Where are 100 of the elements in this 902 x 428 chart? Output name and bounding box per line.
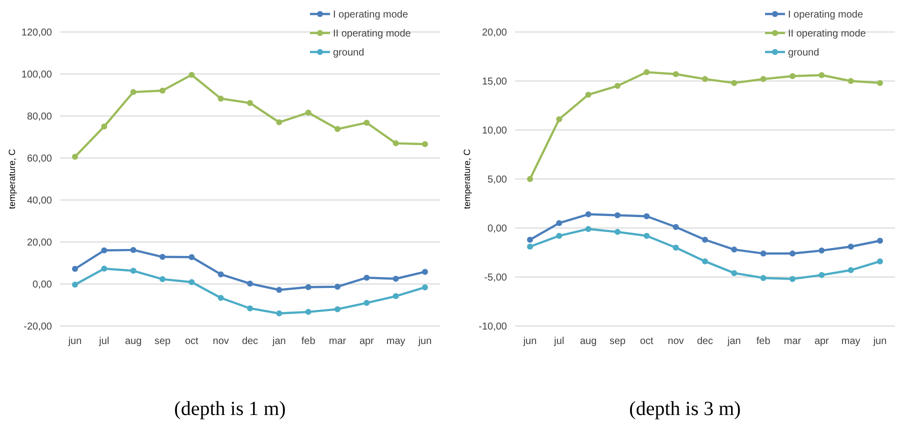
point	[188, 254, 195, 260]
y-tick-label: 15,00	[482, 76, 508, 88]
point	[334, 306, 340, 312]
point	[644, 232, 650, 239]
x-tick-label: sep	[154, 336, 171, 347]
legend-label: ground	[788, 48, 820, 58]
point	[305, 284, 312, 290]
point	[644, 213, 650, 220]
y-tick-label: 60,00	[26, 154, 52, 164]
point	[877, 80, 883, 86]
x-tick-label: may	[386, 336, 406, 347]
point	[247, 100, 253, 106]
text: (depth is 3 m)	[629, 398, 741, 420]
point	[72, 266, 78, 272]
point	[392, 276, 399, 282]
x-tick-label: jun	[522, 336, 537, 347]
x-tick-label: oct	[184, 336, 199, 347]
y-tick-label: 20,00	[26, 238, 52, 248]
point	[72, 282, 78, 288]
x-tick-label: jun	[67, 336, 82, 347]
point	[790, 250, 796, 256]
point	[188, 72, 195, 78]
legend-label: II operating mode	[333, 28, 412, 40]
point	[276, 119, 282, 126]
point	[556, 220, 562, 226]
point	[790, 73, 796, 80]
point	[556, 116, 562, 122]
point	[877, 238, 883, 244]
point	[848, 267, 854, 274]
y-tick-label: -10,00	[478, 322, 508, 332]
x-tick-label: jul	[98, 336, 110, 347]
point	[422, 268, 428, 275]
point	[585, 226, 592, 232]
point	[818, 272, 825, 278]
point	[585, 92, 592, 98]
point	[672, 224, 679, 230]
legend-label: I operating mode	[333, 10, 408, 20]
point	[364, 274, 370, 281]
point	[877, 258, 883, 264]
point	[527, 244, 533, 250]
point	[218, 294, 224, 301]
point	[422, 284, 428, 290]
point	[731, 246, 738, 253]
x-tick-label: aug	[124, 336, 142, 347]
point	[188, 279, 195, 286]
legend-label: II operating mode	[788, 28, 866, 40]
y-tick-label: -5,00	[484, 272, 508, 284]
x-tick-label: feb	[301, 336, 316, 347]
point	[276, 286, 282, 293]
point	[160, 88, 166, 94]
point	[760, 250, 766, 256]
point	[731, 270, 738, 276]
y-tick-label: 120,00	[21, 28, 52, 38]
point	[276, 310, 282, 316]
point	[218, 96, 224, 102]
point	[672, 71, 679, 78]
x-tick-label: jun	[872, 336, 887, 347]
point	[160, 254, 166, 260]
x-tick-label: aug	[580, 336, 597, 347]
point	[702, 76, 708, 82]
y-tick-label: 10,00	[482, 126, 508, 136]
x-tick-label: oct	[640, 336, 654, 347]
point	[702, 258, 708, 264]
point	[305, 110, 312, 116]
point	[364, 120, 370, 126]
point	[527, 236, 533, 243]
point	[130, 89, 136, 96]
y-tick-label: 80,00	[26, 112, 52, 122]
point	[848, 78, 854, 84]
point	[760, 76, 766, 82]
x-tick-label: mar	[784, 336, 802, 347]
x-tick-label: dec	[696, 336, 714, 347]
point	[672, 244, 679, 251]
point	[556, 232, 562, 239]
point	[790, 276, 796, 282]
point	[247, 305, 253, 312]
point	[364, 300, 370, 306]
point	[422, 141, 428, 148]
point	[247, 280, 253, 287]
x-tick-label: nov	[668, 336, 684, 347]
point	[101, 247, 108, 254]
y-tick-label: 100,00	[21, 70, 52, 80]
point	[848, 244, 854, 250]
point	[614, 228, 620, 235]
point	[644, 69, 650, 76]
point	[218, 271, 224, 278]
point	[101, 124, 108, 130]
point	[305, 308, 312, 315]
x-tick-label: mar	[328, 336, 347, 347]
y-tick-label: -20,00	[24, 322, 52, 332]
y-tick-label: 0,00	[488, 224, 508, 234]
point	[731, 80, 738, 86]
x-tick-label: jan	[726, 336, 741, 347]
y-tick-label: 40,00	[26, 196, 52, 206]
y-axis-title: temperature, C	[462, 148, 472, 210]
point	[72, 154, 78, 160]
point	[130, 246, 136, 253]
point	[818, 248, 825, 254]
point	[614, 82, 620, 89]
point	[130, 268, 136, 274]
